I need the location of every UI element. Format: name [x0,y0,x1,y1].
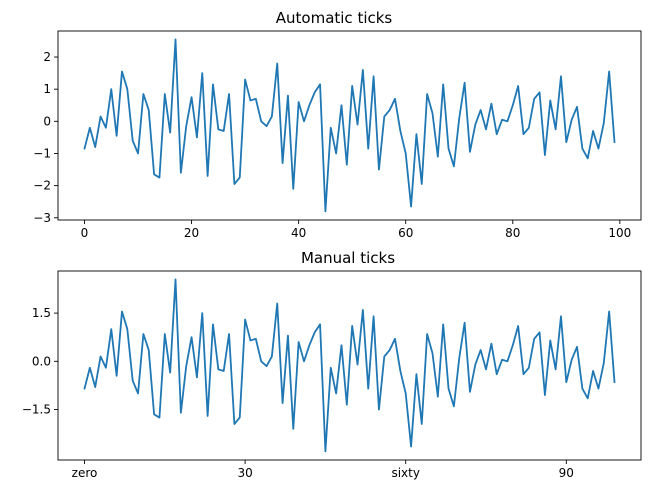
manual-ticks-title: Manual ticks [301,249,395,267]
manual-ticks-xtick-label-1: 30 [237,466,252,480]
automatic-ticks-frame [57,30,642,221]
automatic-ticks-xtick-label-1: 20 [184,226,199,240]
automatic-ticks-marks: 0 20 40 60 80 100 −3 −2 −1 0 1 2 [33,38,631,240]
manual-ticks-xtick-label-3: 90 [559,466,574,480]
automatic-ticks-title: Automatic ticks [276,9,393,27]
automatic-ticks-ytick-label-1: −2 [33,179,51,193]
manual-ticks-xtick-label-0: zero [72,466,98,480]
manual-ticks-ytick-label-1: 0.0 [32,354,51,368]
manual-ticks-xtick-label-2: sixty [391,466,420,480]
automatic-ticks-xtick-label-3: 60 [398,226,413,240]
manual-ticks-ytick-label-2: 1.5 [32,306,51,320]
automatic-ticks-series-line-0 [83,38,616,213]
automatic-ticks-axes: Automatic ticks 0 20 40 60 80 100 −3 −2 −1 0 1 2 [33,9,642,240]
automatic-ticks-ytick-label-3: 0 [43,114,51,128]
automatic-ticks-ytick-label-4: 1 [43,82,51,96]
automatic-ticks-ytick-label-2: −1 [33,146,51,160]
manual-ticks-ytick-label-0: −1.5 [22,403,51,417]
automatic-ticks-xtick-label-5: 100 [608,226,631,240]
manual-ticks-series-line-0 [83,278,616,453]
automatic-ticks-ytick-label-5: 2 [43,50,51,64]
automatic-ticks-xtick-label-4: 80 [505,226,520,240]
manual-ticks-frame [57,270,642,461]
manual-ticks-marks: zero 30 sixty 90 −1.5 0.0 1.5 [22,278,616,480]
automatic-ticks-xtick-label-2: 40 [291,226,306,240]
automatic-ticks-ytick-label-0: −3 [33,211,51,225]
automatic-ticks-xtick-label-0: 0 [81,226,89,240]
manual-ticks-axes: Manual ticks zero 30 sixty 90 −1.5 0.0 1.5 [22,249,642,480]
